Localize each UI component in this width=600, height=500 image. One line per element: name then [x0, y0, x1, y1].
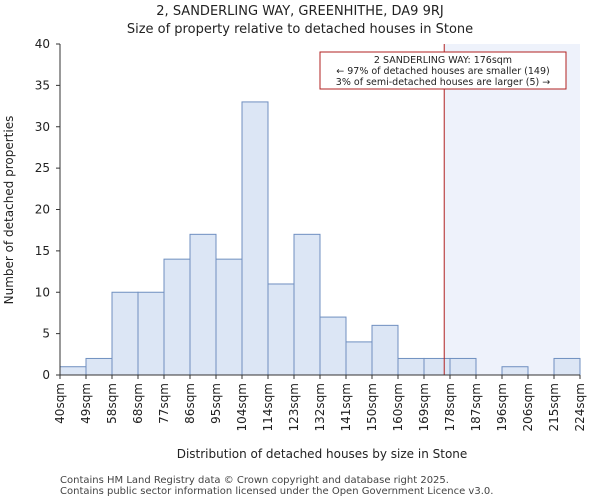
- y-tick-label: 40: [35, 37, 50, 51]
- y-axis-ticks: 0 5 10 15 20 25 30 35 40: [35, 37, 60, 382]
- footer-line-1: Contains HM Land Registry data © Crown c…: [60, 475, 449, 486]
- x-tick-label: 77sqm: [157, 383, 171, 424]
- x-axis-label: Distribution of detached houses by size …: [177, 447, 468, 461]
- bar-169sqm: [423, 357, 451, 376]
- larger-region-highlight: [444, 44, 580, 375]
- bar-68sqm: [137, 291, 165, 376]
- x-tick-label: 104sqm: [235, 383, 249, 431]
- annotation-line-2: ← 97% of detached houses are smaller (14…: [336, 66, 549, 77]
- bar-77sqm: [163, 258, 191, 376]
- annotation-box: [319, 51, 567, 90]
- marker-annotation: 2 SANDERLING WAY: 176sqm ← 97% of detach…: [319, 51, 567, 90]
- bar-178sqm: [449, 357, 477, 376]
- y-tick-label: 35: [35, 78, 50, 92]
- y-tick-label: 5: [42, 327, 50, 341]
- x-tick-label: 68sqm: [131, 383, 145, 424]
- bar-132sqm: [319, 316, 347, 376]
- x-tick-label: 40sqm: [53, 383, 67, 424]
- bars-group: [59, 101, 581, 376]
- x-tick-label: 196sqm: [495, 383, 509, 431]
- bar-95sqm: [215, 258, 243, 376]
- y-tick-label: 10: [35, 285, 50, 299]
- x-tick-label: 187sqm: [469, 383, 483, 431]
- chart-title: 2, SANDERLING WAY, GREENHITHE, DA9 9RJ: [156, 4, 443, 19]
- footer-line-2: Contains public sector information licen…: [60, 486, 493, 497]
- y-axis-label: Number of detached properties: [2, 116, 16, 305]
- annotation-line-1: 2 SANDERLING WAY: 176sqm: [374, 55, 512, 66]
- x-tick-label: 215sqm: [547, 383, 561, 431]
- y-tick-label: 20: [35, 203, 50, 217]
- x-tick-label: 49sqm: [79, 383, 93, 424]
- y-tick-label: 0: [42, 368, 50, 382]
- x-tick-label: 95sqm: [209, 383, 223, 424]
- x-tick-label: 86sqm: [183, 383, 197, 424]
- bar-104sqm: [241, 101, 269, 376]
- bar-150sqm: [371, 324, 399, 376]
- x-tick-label: 169sqm: [417, 383, 431, 431]
- x-tick-label: 114sqm: [261, 383, 275, 431]
- bar-160sqm: [397, 357, 425, 376]
- bar-215sqm: [553, 357, 581, 376]
- x-tick-label: 224sqm: [573, 383, 587, 431]
- x-tick-label: 132sqm: [313, 383, 327, 431]
- x-axis-ticks: 40sqm 49sqm 58sqm 68sqm 77sqm 86sqm 95sqm 104sq…: [53, 375, 587, 431]
- y-tick-label: 15: [35, 244, 50, 258]
- bar-58sqm: [111, 291, 139, 376]
- x-tick-label: 150sqm: [365, 383, 379, 431]
- bar-141sqm: [345, 341, 373, 376]
- bar-123sqm: [293, 233, 321, 376]
- x-tick-label: 160sqm: [391, 383, 405, 431]
- x-tick-label: 58sqm: [105, 383, 119, 424]
- bar-114sqm: [267, 283, 295, 376]
- x-tick-label: 141sqm: [339, 383, 353, 431]
- x-tick-label: 123sqm: [287, 383, 301, 431]
- x-tick-label: 206sqm: [521, 383, 535, 431]
- y-tick-label: 25: [35, 161, 50, 175]
- bar-49sqm: [85, 357, 113, 376]
- chart-subtitle: Size of property relative to detached ho…: [127, 22, 473, 37]
- bar-196sqm: [501, 366, 529, 376]
- bar-40sqm: [59, 366, 87, 376]
- annotation-line-3: 3% of semi-detached houses are larger (5…: [336, 77, 550, 88]
- x-tick-label: 178sqm: [443, 383, 457, 431]
- y-tick-label: 30: [35, 120, 50, 134]
- bar-86sqm: [189, 233, 217, 376]
